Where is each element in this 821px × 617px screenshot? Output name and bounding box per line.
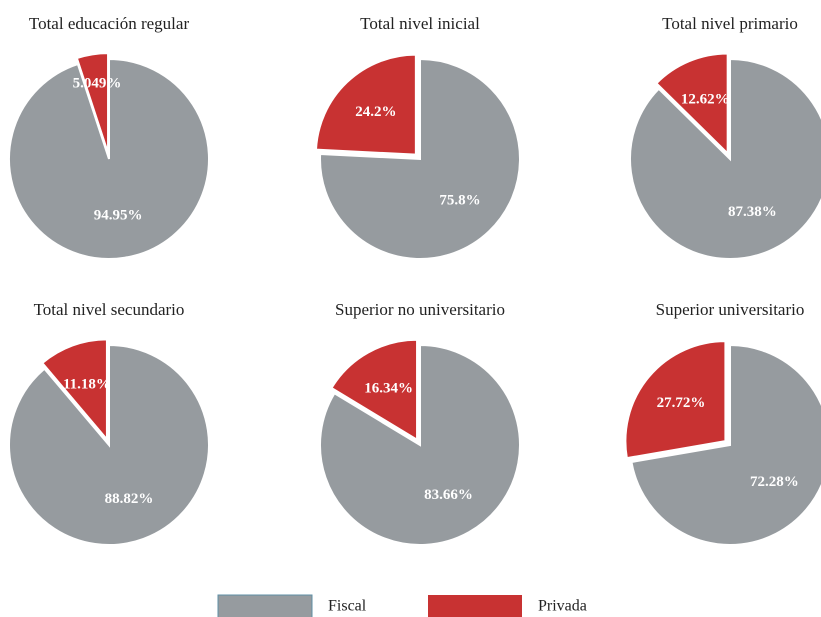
pie-title: Total nivel primario	[662, 14, 798, 33]
pie-slice	[75, 52, 110, 154]
pie-slice	[624, 340, 727, 460]
value-label: 83.66%	[424, 487, 473, 503]
pie-slice	[314, 53, 417, 156]
pie-slice	[330, 338, 419, 442]
value-label: 27.72%	[657, 395, 706, 411]
value-label: 87.38%	[728, 204, 777, 220]
legend-label: Fiscal	[328, 598, 367, 615]
pie-slice	[8, 343, 210, 546]
value-label: 88.82%	[105, 491, 154, 507]
pie-slice	[40, 338, 108, 443]
legend-swatch	[217, 594, 313, 617]
pie-title: Total nivel inicial	[360, 14, 480, 33]
pie-slice	[319, 343, 521, 546]
legend-label: Privada	[538, 598, 587, 615]
value-label: 16.34%	[364, 381, 413, 397]
value-label: 11.18%	[63, 376, 111, 392]
value-label: 12.62%	[681, 91, 730, 107]
value-label: 5.049%	[73, 75, 122, 91]
pie-title: Superior no universitario	[335, 300, 505, 319]
pie-slice	[655, 52, 729, 156]
value-label: 75.8%	[439, 192, 480, 208]
pie-slice	[8, 57, 210, 260]
pie-slice	[319, 57, 521, 260]
value-label: 24.2%	[355, 104, 396, 120]
value-label: 72.28%	[750, 474, 799, 490]
pie-title: Total educación regular	[29, 14, 190, 33]
pie-title: Total nivel secundario	[34, 300, 185, 319]
pie-slice	[629, 57, 821, 260]
value-label: 94.95%	[94, 208, 143, 224]
legend-swatch	[428, 595, 522, 617]
pie-slice	[630, 343, 821, 546]
pie-title: Superior universitario	[656, 300, 805, 319]
